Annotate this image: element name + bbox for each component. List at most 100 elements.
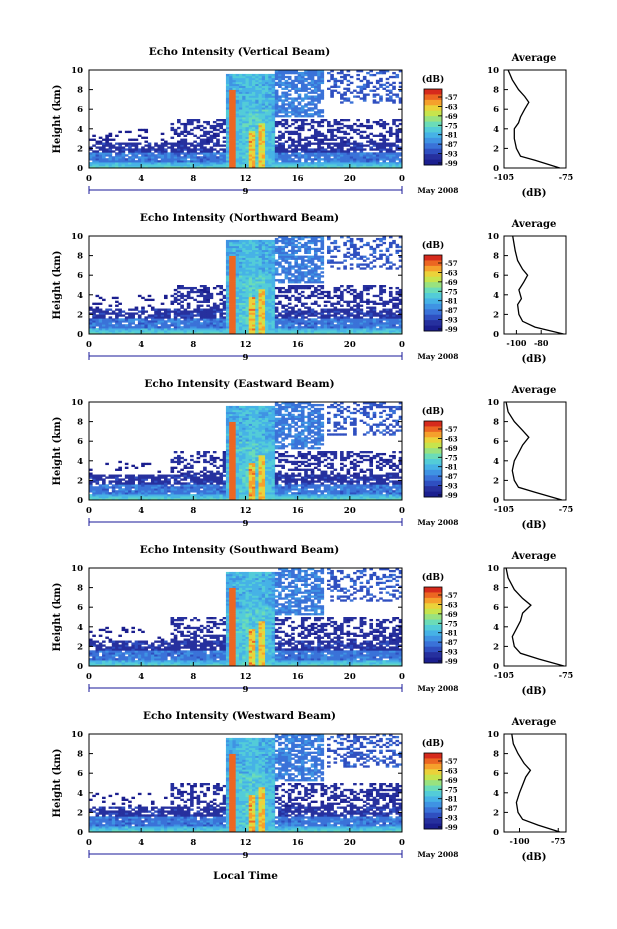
panel-2: Echo Intensity (Eastward Beam) 0 2 4 6 8 10 Hei…	[52, 378, 573, 531]
panel-0: Echo Intensity (Vertical Beam) 0 2 4 6 8 10 Hei…	[52, 46, 573, 199]
colorbar-tick-label: -99	[445, 823, 458, 832]
avg-y-tick-label: 10	[487, 564, 499, 574]
date-day: 9	[243, 353, 249, 363]
colorbar-tick-label: -93	[445, 814, 458, 823]
y-axis-label: Height (km)	[52, 583, 63, 652]
x-tick-label: 0	[399, 838, 405, 848]
y-tick-label: 10	[71, 730, 83, 740]
x-tick-label: 20	[344, 340, 356, 350]
x-tick-label: 0	[86, 506, 92, 516]
y-tick-label: 4	[77, 125, 83, 135]
avg-y-tick-label: 8	[493, 750, 499, 760]
y-tick-label: 6	[77, 271, 83, 281]
avg-y-tick-label: 6	[493, 105, 499, 115]
avg-y-tick-label: 0	[493, 828, 499, 838]
y-tick-label: 4	[77, 291, 83, 301]
x-tick-label: 8	[190, 838, 196, 848]
y-tick-label: 8	[77, 584, 83, 594]
y-tick-label: 0	[77, 164, 83, 174]
average-xlabel: (dB)	[522, 188, 547, 199]
avg-y-tick-label: 2	[493, 144, 499, 154]
colorbar	[424, 587, 442, 664]
colorbar-tick-label: -69	[445, 444, 458, 453]
average-profile-panel: Average 0 2 4 6 8 10 -100 -80 (dB)	[487, 219, 567, 365]
date-day: 9	[243, 685, 249, 695]
colorbar-tick-label: -63	[445, 268, 458, 277]
colorbar-tick-label: -81	[445, 131, 458, 140]
colorbar-tick-label: -93	[445, 316, 458, 325]
avg-y-tick-label: 6	[493, 603, 499, 613]
date-day: 9	[243, 187, 249, 197]
avg-y-tick-label: 4	[493, 623, 499, 633]
x-tick-label: 4	[138, 340, 144, 350]
avg-x-tick-label: -75	[551, 836, 565, 846]
average-title: Average	[511, 551, 557, 562]
x-tick-label: 4	[138, 174, 144, 184]
colorbar-unit: (dB)	[422, 74, 444, 85]
colorbar-tick-label: -69	[445, 112, 458, 121]
average-profile-panel: Average 0 2 4 6 8 10 -105 -75 (dB)	[487, 551, 573, 697]
y-tick-label: 6	[77, 769, 83, 779]
x-tick-label: 16	[292, 340, 304, 350]
x-tick-label: 12	[240, 672, 252, 682]
y-tick-label: 2	[77, 476, 83, 486]
colorbar-tick-label: -93	[445, 648, 458, 657]
avg-x-tick-label: -105	[494, 670, 514, 680]
colorbar-tick-label: -63	[445, 766, 458, 775]
avg-y-tick-label: 8	[493, 86, 499, 96]
avg-x-tick-label: -75	[559, 670, 573, 680]
average-frame	[503, 401, 567, 501]
colorbar-tick-label: -99	[445, 159, 458, 168]
avg-y-tick-label: 0	[493, 164, 499, 174]
average-profile-line	[511, 733, 560, 833]
date-label: May 2008	[417, 186, 458, 195]
x-tick-label: 0	[399, 340, 405, 350]
colorbar-tick-label: -57	[445, 259, 458, 268]
avg-y-tick-label: 4	[493, 457, 499, 467]
avg-y-tick-label: 6	[493, 271, 499, 281]
y-tick-label: 2	[77, 310, 83, 320]
average-title: Average	[511, 219, 557, 230]
average-profile-line	[512, 235, 564, 335]
y-tick-label: 0	[77, 496, 83, 506]
colorbar-tick-label: -57	[445, 425, 458, 434]
x-tick-label: 0	[86, 174, 92, 184]
colorbar-frame	[423, 752, 443, 830]
y-tick-label: 2	[77, 144, 83, 154]
y-tick-label: 10	[71, 232, 83, 242]
colorbar-tick-label: -99	[445, 657, 458, 666]
colorbar	[424, 89, 442, 166]
y-tick-label: 8	[77, 750, 83, 760]
y-tick-label: 8	[77, 252, 83, 262]
colorbar-tick-label: -69	[445, 278, 458, 287]
x-tick-label: 0	[399, 174, 405, 184]
colorbar-tick-label: -87	[445, 472, 458, 481]
colorbar-tick-label: -87	[445, 140, 458, 149]
colorbar	[424, 421, 442, 498]
x-tick-label: 4	[138, 506, 144, 516]
avg-y-tick-label: 10	[487, 730, 499, 740]
heatmap	[89, 568, 403, 667]
colorbar	[424, 753, 442, 830]
y-tick-label: 0	[77, 330, 83, 340]
x-tick-label: 12	[240, 506, 252, 516]
avg-y-tick-label: 0	[493, 330, 499, 340]
avg-x-tick-label: -105	[494, 504, 514, 514]
avg-y-tick-label: 4	[493, 789, 499, 799]
x-tick-label: 0	[86, 340, 92, 350]
y-tick-label: 0	[77, 828, 83, 838]
average-profile-panel: Average 0 2 4 6 8 10 -105 -75 (dB)	[487, 53, 573, 199]
colorbar-tick-label: -87	[445, 638, 458, 647]
x-tick-label: 0	[86, 838, 92, 848]
y-axis-label: Height (km)	[52, 417, 63, 486]
x-tick-label: 0	[399, 506, 405, 516]
x-axis-label: Local Time	[213, 870, 278, 882]
average-profile-line	[505, 401, 563, 501]
colorbar-tick-label: -57	[445, 757, 458, 766]
avg-y-tick-label: 4	[493, 125, 499, 135]
date-label: May 2008	[417, 352, 458, 361]
y-tick-label: 10	[71, 66, 83, 76]
average-profile-panel: Average 0 2 4 6 8 10 -105 -75 (dB)	[487, 385, 573, 531]
avg-y-tick-label: 0	[493, 662, 499, 672]
colorbar-tick-label: -63	[445, 102, 458, 111]
